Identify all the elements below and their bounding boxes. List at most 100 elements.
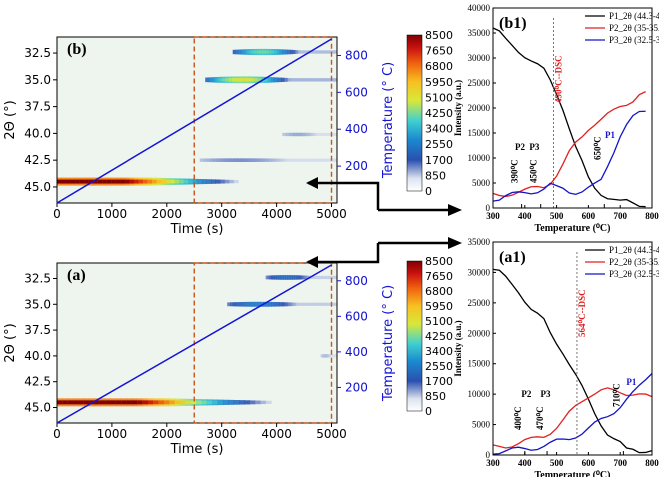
band-core [267,78,272,82]
band-segment [290,132,293,137]
band-segment [284,49,288,55]
band-segment [227,158,232,162]
y2-tick-label: 600 [345,309,368,323]
x-tick-label: 1000 [97,207,128,221]
band-core [161,179,167,184]
band-segment [206,179,212,184]
colorbar-tick-label: 5950 [425,300,453,313]
y-tick-label: 20000 [468,103,491,113]
y2-tick-label: 800 [345,274,368,288]
diffraction-band [57,398,272,407]
band-segment [224,179,230,184]
colorbar-tick-label: 0 [425,185,432,198]
x-tick-label: 2000 [152,427,183,441]
plot-frame [492,241,653,456]
band-core [93,179,99,184]
band-core [215,78,219,82]
band-core [225,78,229,82]
band-segment [281,275,284,280]
band-core [269,50,273,54]
y-tick-label: 35000 [468,28,491,38]
band-core [66,179,72,184]
band-segment [326,275,329,280]
band-core [261,50,265,54]
band-core [165,179,171,184]
band-segment [288,132,291,137]
band-segment [255,400,261,405]
band-segment [330,78,335,82]
band-core [218,78,223,82]
x-tick-label: 4000 [261,207,292,221]
band-core [153,400,160,405]
band-segment [324,132,327,136]
band-segment [285,275,288,280]
band-segment [271,158,276,162]
band-segment [247,158,252,162]
band-core [120,179,126,184]
x-tick-label: 500 [550,458,564,468]
band-segment [235,302,239,307]
y-tick-label: 30000 [468,267,491,277]
band-segment [297,275,301,280]
band-segment [316,132,319,136]
band-segment [282,302,286,307]
band-segment [307,78,312,82]
y2-tick-label: 400 [345,122,368,136]
panel-label: (b) [67,41,87,58]
band-segment [269,275,272,280]
band-core [170,179,176,184]
band-segment [287,78,292,82]
band-core [142,400,149,405]
band-segment [235,49,239,55]
band-core [231,78,236,82]
band-segment [292,49,296,55]
panel-label: (b1) [499,15,527,32]
band-segment [272,275,276,280]
arrow-b-back-head [306,177,318,189]
peak-label: P2 [521,389,531,399]
band-core [254,78,259,82]
band-segment [286,132,289,137]
band-segment [335,275,338,280]
band-segment [208,77,213,83]
band-core [243,50,247,54]
band-core [156,179,162,184]
band-segment [284,77,289,82]
colorbar-tick-label: 5100 [425,315,453,328]
band-segment [331,275,334,280]
band-segment [205,77,210,83]
band-segment [287,275,290,280]
band-segment [274,275,277,280]
colorbar-tick-label: 3400 [425,123,453,136]
colorbar-tick-label: 4250 [425,107,453,120]
band-segment [293,302,297,307]
band-segment [197,178,203,185]
band-segment [312,132,315,137]
arrow-a-back-head [306,256,318,268]
band-segment [290,275,293,280]
y-tick-label: 45.0 [24,180,51,194]
band-segment [292,275,295,280]
band-segment [246,301,250,307]
arrow-b-head [448,204,462,216]
x-tick-label: 600 [582,211,596,221]
band-core [183,180,189,184]
band-segment [294,132,297,137]
band-segment [312,275,315,280]
band-segment [285,158,290,162]
band-segment [277,77,282,83]
x-tick-label: 700 [613,458,627,468]
band-segment [240,49,244,55]
panel-label: (a1) [499,249,526,266]
band-core [131,400,138,405]
x-tick-label: 1000 [97,427,128,441]
colorbar-tick-label: 7650 [425,45,453,58]
y-tick-label: 10000 [468,153,491,163]
diffraction-band [265,275,338,280]
band-segment [216,158,221,162]
band-segment [303,50,307,54]
band-segment [294,275,297,280]
band-segment [303,275,306,280]
band-segment [306,275,309,280]
band-segment [306,158,311,162]
